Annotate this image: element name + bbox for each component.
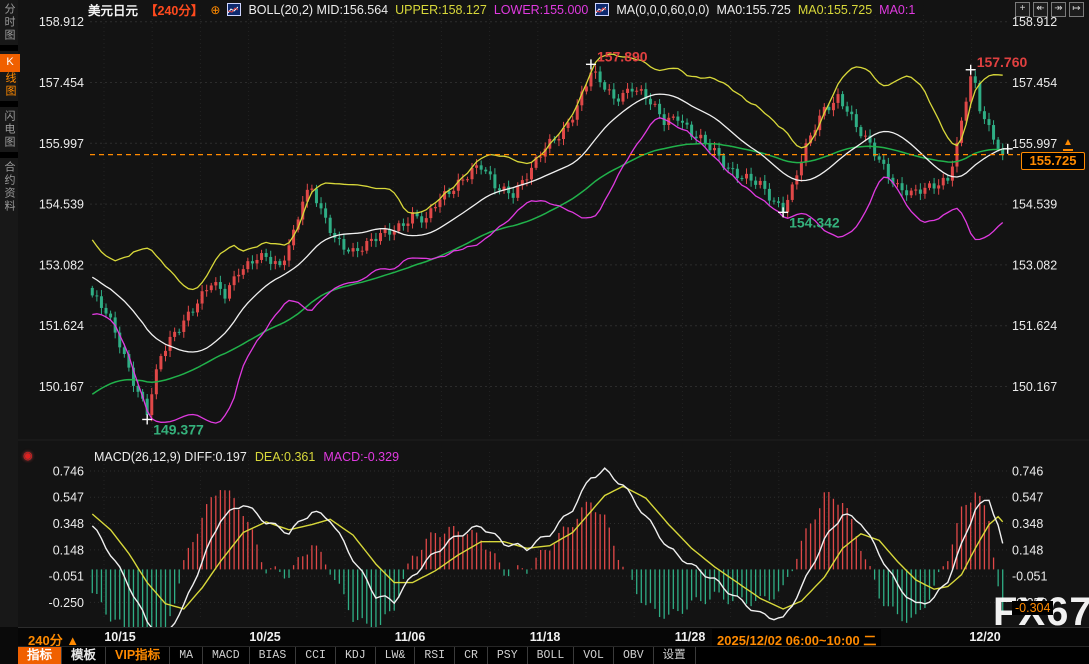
boll-chart-icon[interactable] [227,3,242,16]
ma-settings: MA(0,0,0,60,0,0) [616,2,710,17]
toolbar-item-模板[interactable]: 模板 [62,647,107,664]
ma0-value-2: MA0:155.725 [797,2,873,17]
toolbar-item-BOLL[interactable]: BOLL [528,647,575,664]
x-axis-date-label: 11/28 [674,630,706,644]
chart-tool-icons: + ↞ ↠ ↦ [1015,2,1084,17]
toolbar-item-设置[interactable]: 设置 [654,647,696,664]
toolbar-item-MA[interactable]: MA [170,647,203,664]
toolbar-item-RSI[interactable]: RSI [415,647,456,664]
period-selector[interactable]: 240分 ▲ [28,633,80,648]
toolbar-item-VOL[interactable]: VOL [574,647,614,664]
toolbar-item-BIAS[interactable]: BIAS [250,647,297,664]
toolbar-item-MACD[interactable]: MACD [203,647,250,664]
kline-rest-label: 线图 [4,72,16,98]
corner-panel [0,627,18,664]
price-up-arrow-icon[interactable]: ▲ [1063,138,1073,151]
chart-background [18,0,1089,627]
x-axis-date-label: 11/18 [529,630,561,644]
boll-lower-value: LOWER:155.000 [493,2,589,17]
toolbar-item-PSY[interactable]: PSY [488,647,528,664]
hovered-bar-time-tooltip: 2025/12/02 06:00~10:00 二 [712,629,882,650]
boll-upper-value: UPPER:158.127 [395,2,487,17]
chart-header: 美元日元 【240分】 ⊕ BOLL(20,2) MID:156.564 UPP… [88,2,916,19]
add-indicator-icon[interactable]: ⊕ [210,2,221,17]
toolbar-item-VIP指标[interactable]: VIP指标 [106,647,171,664]
macd-value: MACD:-0.329 [323,450,400,464]
indicator-toolbar: 指标 模板 VIP指标 MA MACD BIAS CCI KDJ LW& RSI CR PSY BOLL… [18,646,1089,664]
zoom-left-icon[interactable]: ↞ [1033,2,1048,17]
macd-title: MACD(26,12,9) DIFF:0.197 [94,450,247,464]
toolbar-item-指标[interactable]: 指标 [18,647,63,664]
period-label[interactable]: 【240分】 [145,4,204,18]
alert-icon[interactable]: ◉ [23,450,33,462]
ma-chart-icon[interactable] [595,3,610,16]
toolbar-item-CCI[interactable]: CCI [296,647,336,664]
toolbar-item-KDJ[interactable]: KDJ [336,647,376,664]
chart-type-sidebar: 分时图 K线图 闪电图 合约资料 [0,0,20,627]
x-axis-date-label: 10/25 [249,630,281,644]
zoom-right-icon[interactable]: ↠ [1051,2,1066,17]
pan-icon[interactable]: + [1015,2,1030,17]
ma0-value-1: MA0:155.725 [716,2,791,17]
sidebar-item-time-chart[interactable]: 分时图 [3,3,15,42]
sidebar-divider [0,101,18,107]
current-price-tag: 155.725 [1021,152,1085,170]
macd-current-value-tag: -0.304 [1012,601,1054,615]
toolbar-item-LW&[interactable]: LW& [376,647,416,664]
sidebar-item-lightning-chart[interactable]: 闪电图 [3,110,15,149]
ma0-value-3: MA0:1 [879,2,916,17]
sidebar-divider [0,152,18,158]
toolbar-item-CR[interactable]: CR [455,647,488,664]
boll-values: BOLL(20,2) MID:156.564 [248,2,389,17]
macd-indicator-header: MACD(26,12,9) DIFF:0.197 DEA:0.361 MACD:… [94,450,399,464]
x-axis-date-label: 11/06 [394,630,426,644]
toolbar-item-OBV[interactable]: OBV [614,647,654,664]
goto-latest-icon[interactable]: ↦ [1069,2,1084,17]
symbol-name: 美元日元 [88,4,139,18]
sidebar-item-contract-info[interactable]: 合约资料 [3,161,15,213]
time-axis: 240分 ▲ 2025/12/02 06:00~10:00 二 10/15 10/… [18,627,1089,650]
macd-dea-value: DEA:0.361 [254,450,316,464]
kline-head-label: K [0,54,20,72]
sidebar-item-kline-chart[interactable]: K线图 [0,51,20,101]
x-axis-date-label: 10/15 [104,630,136,644]
sidebar-divider [0,45,18,51]
